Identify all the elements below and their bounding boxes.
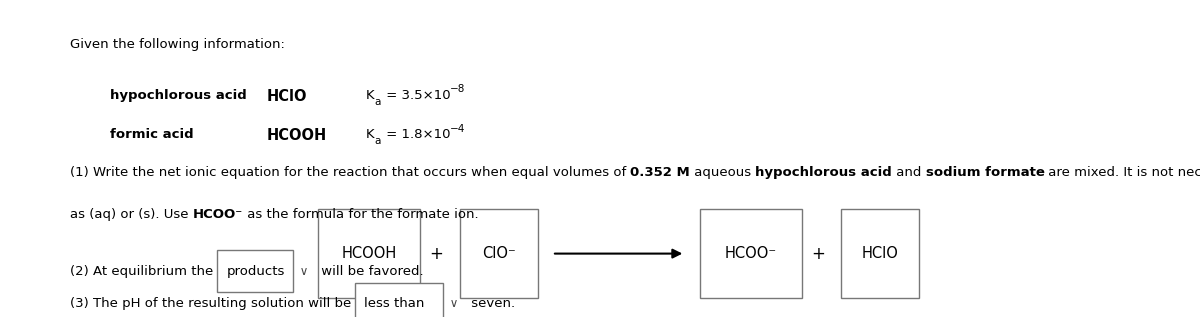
Text: (3) The pH of the resulting solution will be: (3) The pH of the resulting solution wil…: [70, 297, 355, 310]
Text: 0.352 M: 0.352 M: [630, 166, 690, 179]
Text: −8: −8: [450, 84, 466, 94]
Text: (1) Write the net ionic equation for the reaction that occurs when equal volumes: (1) Write the net ionic equation for the…: [70, 166, 630, 179]
Text: = 1.8×10: = 1.8×10: [382, 128, 450, 141]
Text: less than: less than: [365, 297, 425, 310]
Text: Given the following information:: Given the following information:: [70, 38, 284, 51]
Text: as (aq) or (s). Use: as (aq) or (s). Use: [70, 208, 192, 221]
Text: aqueous: aqueous: [690, 166, 755, 179]
Text: −4: −4: [450, 124, 466, 134]
Text: +: +: [430, 245, 444, 262]
Text: K: K: [366, 89, 374, 102]
Text: HClO: HClO: [266, 89, 307, 104]
Text: HClO: HClO: [862, 246, 899, 261]
Text: HCOOH: HCOOH: [266, 128, 326, 143]
Text: ClO⁻: ClO⁻: [481, 246, 516, 261]
Text: HCOOH: HCOOH: [341, 246, 397, 261]
Text: K: K: [366, 128, 374, 141]
Text: = 3.5×10: = 3.5×10: [382, 89, 450, 102]
Text: a: a: [374, 97, 380, 107]
Text: ∨: ∨: [296, 264, 308, 278]
Text: hypochlorous acid: hypochlorous acid: [755, 166, 892, 179]
Text: are mixed. It is not necessary to include states such: are mixed. It is not necessary to includ…: [1044, 166, 1200, 179]
Text: HCOO⁻: HCOO⁻: [192, 208, 242, 221]
Text: a: a: [374, 136, 380, 146]
Text: +: +: [811, 245, 826, 262]
Text: as the formula for the formate ion.: as the formula for the formate ion.: [242, 208, 479, 221]
Text: and: and: [892, 166, 925, 179]
Text: hypochlorous acid: hypochlorous acid: [110, 89, 247, 102]
Text: HCOO⁻: HCOO⁻: [725, 246, 776, 261]
Text: will be favored.: will be favored.: [317, 264, 424, 278]
Text: products: products: [227, 264, 286, 278]
Text: (2) At equilibrium the: (2) At equilibrium the: [70, 264, 217, 278]
Text: ∨: ∨: [446, 297, 458, 310]
Text: formic acid: formic acid: [110, 128, 194, 141]
Text: sodium formate: sodium formate: [925, 166, 1044, 179]
Text: seven.: seven.: [467, 297, 515, 310]
